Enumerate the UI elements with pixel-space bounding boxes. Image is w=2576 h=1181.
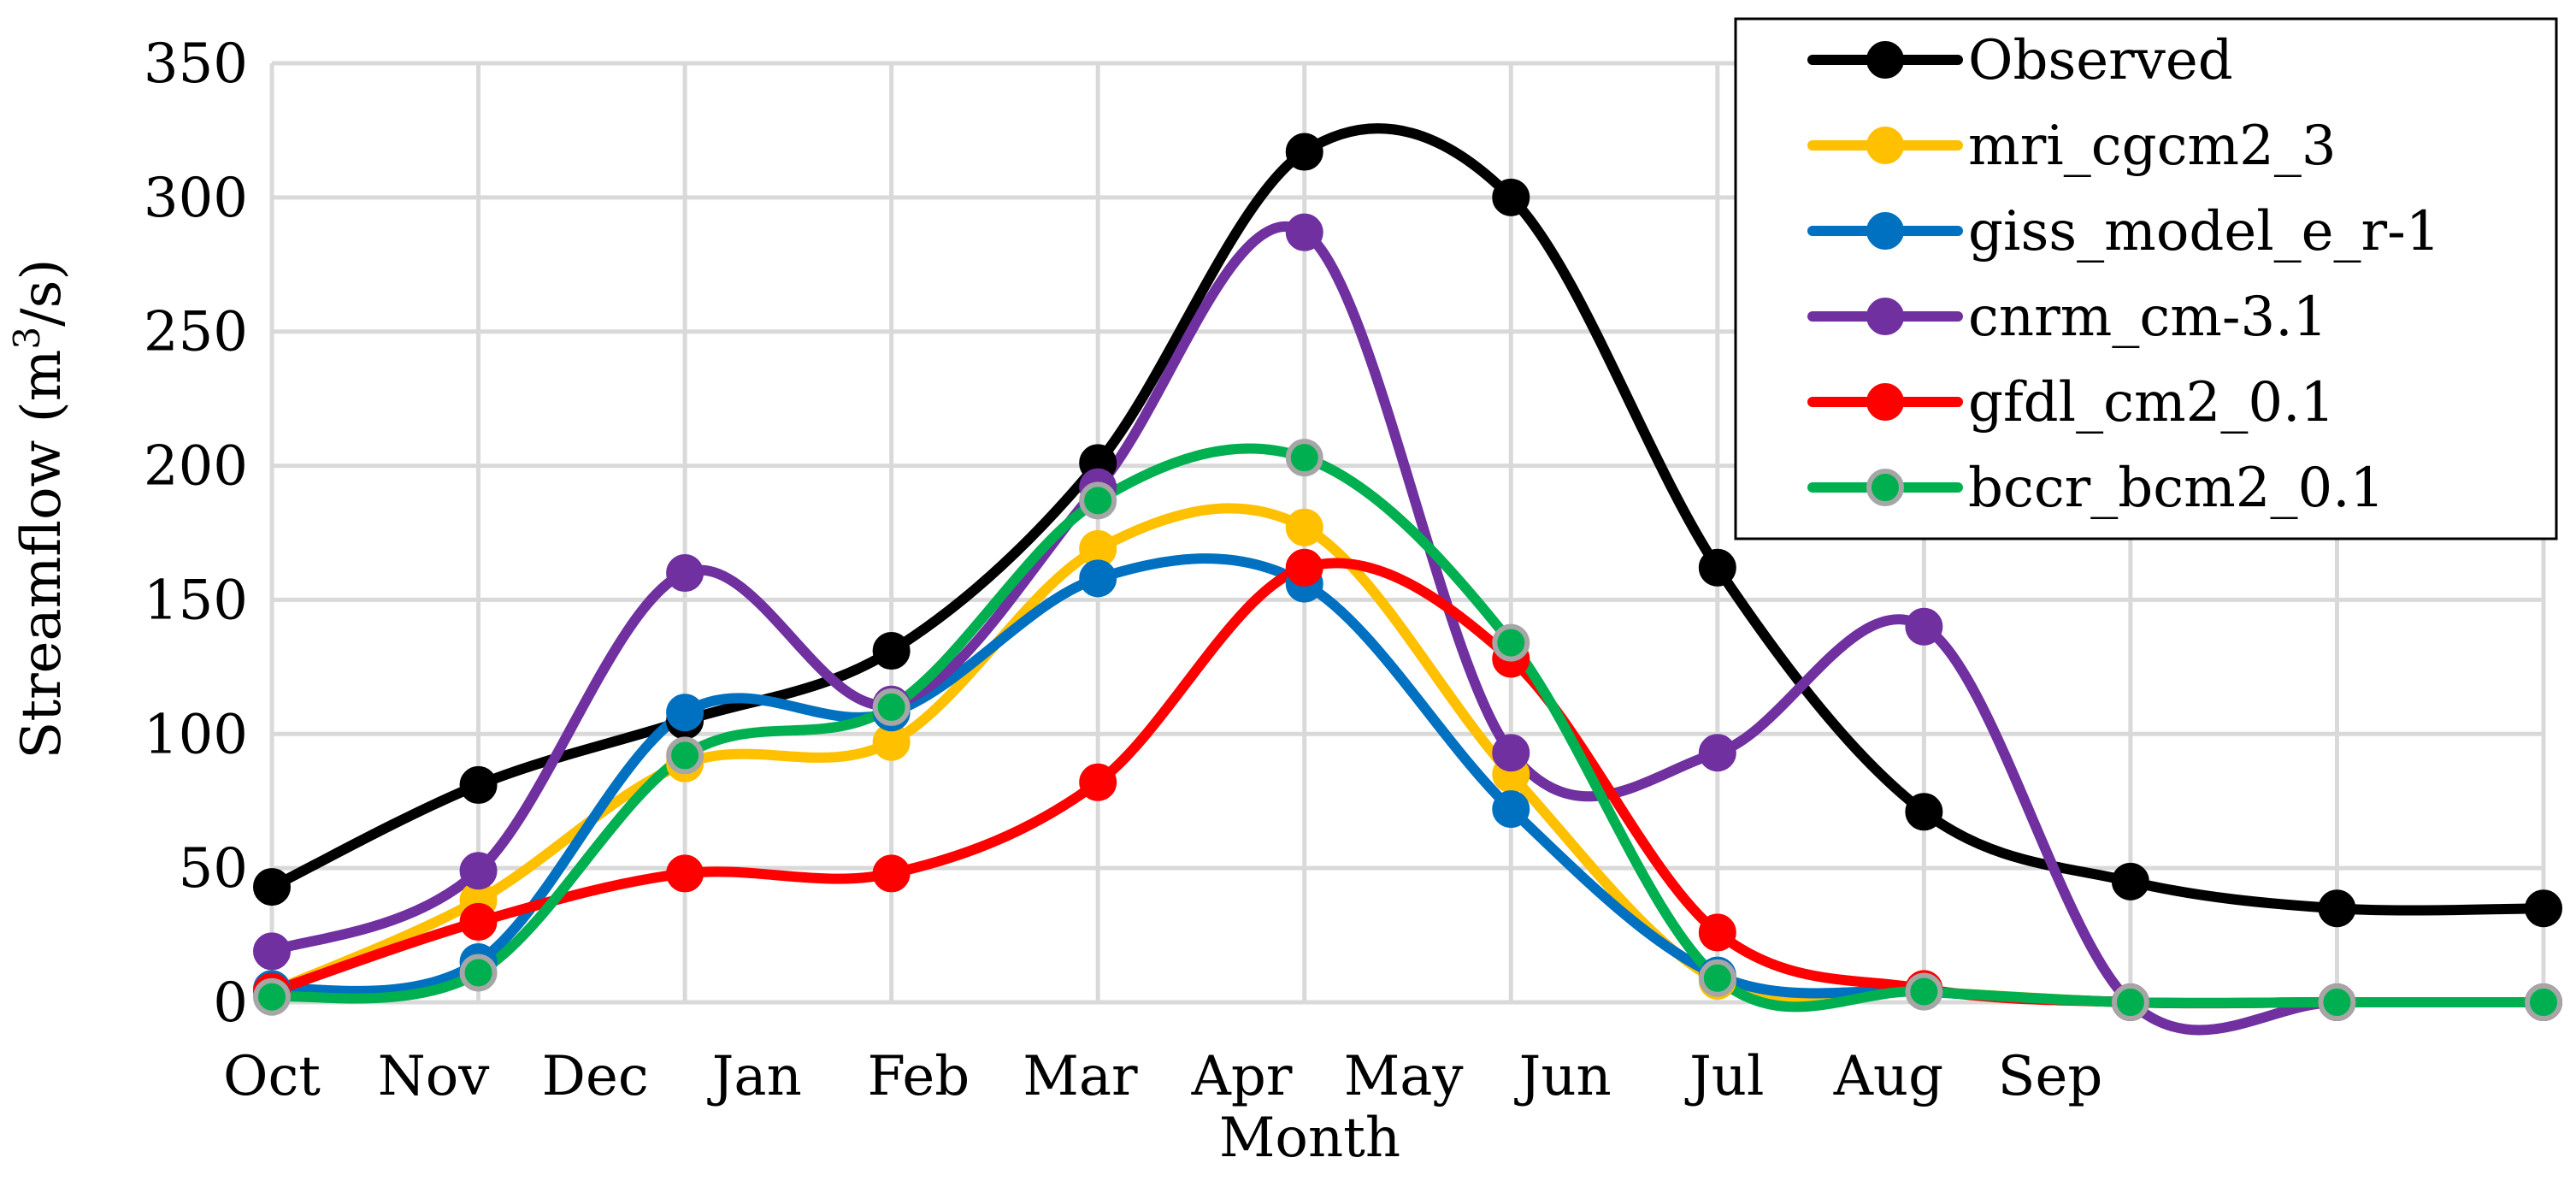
data-point-cnrm-cm-3-1: [666, 554, 704, 593]
legend: Observed mri_cgcm2_3 giss_model_e_r-1 cnrm_…: [1734, 17, 2558, 540]
legend-label-observed: Observed: [1968, 29, 2233, 92]
data-point-observed: [2525, 889, 2562, 928]
legend-swatch-marker-cnrm-cm-3-1: [1866, 298, 1904, 335]
data-point-cnrm-cm-3-1: [1698, 734, 1736, 772]
data-point-observed: [253, 868, 291, 906]
data-point-cnrm-cm-3-1: [459, 852, 498, 890]
y-tick-label: 250: [144, 301, 248, 364]
x-axis-title: Month: [1219, 1107, 1400, 1170]
legend-swatch-marker-bccr-bcm2-0-1: [1866, 469, 1904, 506]
x-tick-labels: Oct Nov Dec Jan Feb Mar Apr May Jun Jul Aug Sep: [223, 1045, 2102, 1108]
data-point-gfdl-cm2-0-1: [872, 854, 911, 893]
data-point-cnrm-cm-3-1: [253, 932, 291, 971]
legend-label-bccr-bcm2-0-1: bccr_bcm2_0.1: [1968, 457, 2384, 520]
data-point-bccr-bcm2-0-1: [253, 977, 291, 1016]
data-point-gfdl-cm2-0-1: [666, 854, 704, 893]
data-point-cnrm-cm-3-1: [1905, 607, 1943, 646]
y-tick-label: 150: [144, 569, 248, 632]
data-point-giss-model-e-r-1: [1079, 559, 1117, 598]
data-point-giss-model-e-r-1: [1492, 790, 1530, 829]
x-tick-label: Apr: [1191, 1045, 1293, 1108]
data-point-observed: [1492, 178, 1530, 216]
data-point-observed: [459, 765, 498, 804]
data-point-cnrm-cm-3-1: [1492, 734, 1530, 772]
y-axis-title-base: Streamflow (m: [10, 350, 74, 759]
data-point-bccr-bcm2-0-1: [459, 954, 498, 992]
data-point-observed: [872, 632, 911, 670]
y-tick-labels: 0 50 100 150 200 250 300 350: [144, 32, 248, 1035]
x-tick-label: Mar: [1023, 1045, 1138, 1108]
data-point-bccr-bcm2-0-1: [2318, 983, 2356, 1021]
legend-label-gfdl-cm2-0-1: gfdl_cm2_0.1: [1968, 371, 2335, 434]
data-point-gfdl-cm2-0-1: [1079, 763, 1117, 801]
data-point-bccr-bcm2-0-1: [1905, 972, 1943, 1011]
data-point-observed: [1698, 548, 1736, 587]
y-tick-label: 300: [144, 167, 248, 230]
data-point-observed: [2318, 889, 2356, 928]
data-point-gfdl-cm2-0-1: [1698, 913, 1736, 952]
x-tick-label: Feb: [867, 1045, 970, 1108]
x-tick-label: Oct: [223, 1045, 321, 1108]
legend-swatch-marker-giss-model-e-r-1: [1866, 212, 1904, 250]
legend-swatch-marker-observed: [1866, 41, 1904, 79]
data-point-observed: [1905, 793, 1943, 831]
x-tick-label: Sep: [1998, 1045, 2103, 1108]
data-point-cnrm-cm-3-1: [1285, 213, 1323, 251]
data-point-bccr-bcm2-0-1: [1492, 623, 1530, 662]
data-point-bccr-bcm2-0-1: [666, 736, 704, 775]
legend-swatch-marker-gfdl-cm2-0-1: [1866, 383, 1904, 421]
y-tick-label: 350: [144, 32, 248, 96]
data-point-gfdl-cm2-0-1: [459, 902, 498, 941]
series-markers: [253, 133, 2562, 1021]
x-tick-label: Jul: [1684, 1045, 1764, 1108]
data-point-bccr-bcm2-0-1: [872, 688, 911, 726]
data-point-bccr-bcm2-0-1: [1079, 481, 1117, 520]
y-tick-label: 200: [144, 435, 248, 499]
data-point-bccr-bcm2-0-1: [1285, 439, 1323, 477]
y-axis-title: Streamflow (m3/s): [6, 259, 74, 759]
data-point-observed: [2111, 862, 2149, 901]
y-tick-label: 50: [179, 837, 248, 901]
x-tick-label: Aug: [1833, 1045, 1943, 1108]
data-point-observed: [1285, 133, 1323, 171]
data-point-giss-model-e-r-1: [666, 694, 704, 732]
x-tick-label: May: [1344, 1045, 1464, 1108]
data-point-bccr-bcm2-0-1: [2525, 983, 2562, 1021]
y-axis-title-superscript: 3: [6, 327, 48, 350]
data-point-mri-cgcm2-3: [1285, 508, 1323, 546]
legend-label-cnrm-cm-3-1: cnrm_cm-3.1: [1968, 286, 2327, 349]
legend-box: [1734, 17, 2558, 540]
legend-swatch-marker-mri-cgcm2-3: [1866, 127, 1904, 164]
data-point-bccr-bcm2-0-1: [1698, 959, 1736, 997]
y-axis-title-end: /s): [10, 259, 74, 327]
y-tick-label: 100: [144, 703, 248, 766]
data-point-gfdl-cm2-0-1: [1285, 548, 1323, 587]
y-tick-label: 0: [213, 971, 248, 1035]
x-tick-label: Jan: [707, 1045, 802, 1108]
legend-label-mri-cgcm2-3: mri_cgcm2_3: [1968, 115, 2337, 178]
x-tick-label: Dec: [542, 1045, 649, 1108]
x-tick-label: Jun: [1514, 1045, 1612, 1108]
x-tick-label: Nov: [378, 1045, 490, 1108]
data-point-bccr-bcm2-0-1: [2111, 983, 2149, 1021]
legend-label-giss-model-e-r-1: giss_model_e_r-1: [1968, 200, 2440, 263]
